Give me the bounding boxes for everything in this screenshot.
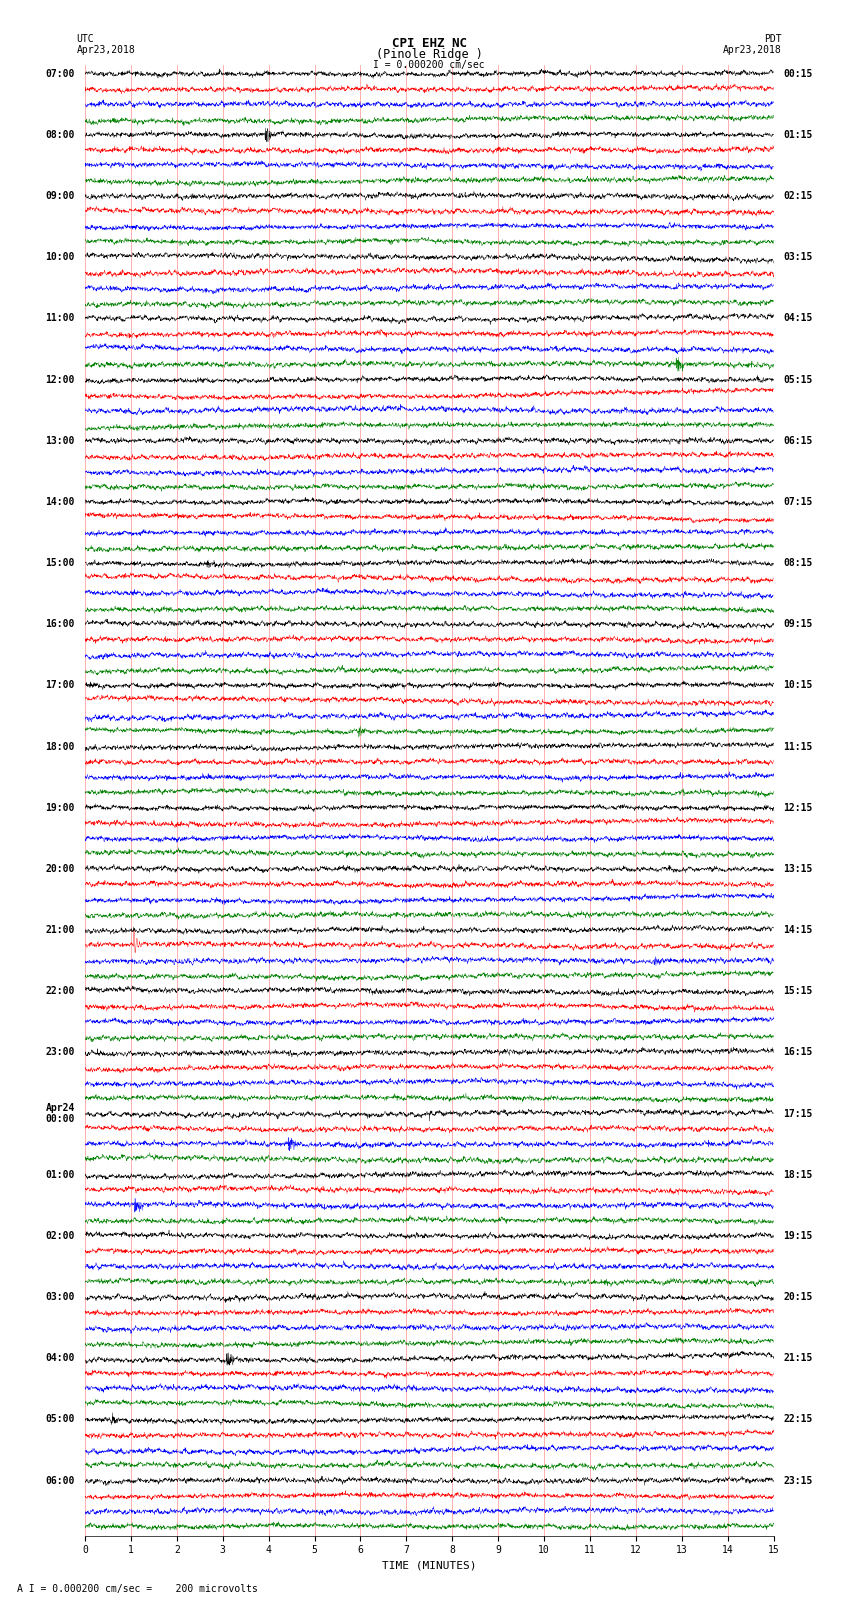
Text: UTC: UTC bbox=[76, 34, 94, 44]
Text: 05:00: 05:00 bbox=[46, 1415, 75, 1424]
Text: 12:15: 12:15 bbox=[784, 803, 813, 813]
Text: 18:00: 18:00 bbox=[46, 742, 75, 752]
Text: 11:15: 11:15 bbox=[784, 742, 813, 752]
Text: 02:15: 02:15 bbox=[784, 190, 813, 202]
Text: 19:00: 19:00 bbox=[46, 803, 75, 813]
Text: Apr24
00:00: Apr24 00:00 bbox=[46, 1103, 75, 1124]
Text: 00:15: 00:15 bbox=[784, 69, 813, 79]
Text: 15:00: 15:00 bbox=[46, 558, 75, 568]
Text: 10:15: 10:15 bbox=[784, 681, 813, 690]
Text: 20:15: 20:15 bbox=[784, 1292, 813, 1302]
Text: 03:15: 03:15 bbox=[784, 252, 813, 263]
Text: 02:00: 02:00 bbox=[46, 1231, 75, 1240]
Text: 07:15: 07:15 bbox=[784, 497, 813, 506]
Text: 16:15: 16:15 bbox=[784, 1047, 813, 1058]
Text: 18:15: 18:15 bbox=[784, 1169, 813, 1179]
Text: A I = 0.000200 cm/sec =    200 microvolts: A I = 0.000200 cm/sec = 200 microvolts bbox=[17, 1584, 258, 1594]
Text: PDT: PDT bbox=[764, 34, 782, 44]
Text: 08:15: 08:15 bbox=[784, 558, 813, 568]
Text: 19:15: 19:15 bbox=[784, 1231, 813, 1240]
Text: 01:15: 01:15 bbox=[784, 131, 813, 140]
Text: 05:15: 05:15 bbox=[784, 374, 813, 384]
Text: 21:15: 21:15 bbox=[784, 1353, 813, 1363]
X-axis label: TIME (MINUTES): TIME (MINUTES) bbox=[382, 1561, 477, 1571]
Text: 04:15: 04:15 bbox=[784, 313, 813, 323]
Text: 21:00: 21:00 bbox=[46, 924, 75, 936]
Text: 17:00: 17:00 bbox=[46, 681, 75, 690]
Text: 15:15: 15:15 bbox=[784, 986, 813, 997]
Text: 06:00: 06:00 bbox=[46, 1476, 75, 1486]
Text: CPI EHZ NC: CPI EHZ NC bbox=[392, 37, 467, 50]
Text: 23:15: 23:15 bbox=[784, 1476, 813, 1486]
Text: 11:00: 11:00 bbox=[46, 313, 75, 323]
Text: 14:00: 14:00 bbox=[46, 497, 75, 506]
Text: 20:00: 20:00 bbox=[46, 865, 75, 874]
Text: 10:00: 10:00 bbox=[46, 252, 75, 263]
Text: 12:00: 12:00 bbox=[46, 374, 75, 384]
Text: 08:00: 08:00 bbox=[46, 131, 75, 140]
Text: 04:00: 04:00 bbox=[46, 1353, 75, 1363]
Text: 23:00: 23:00 bbox=[46, 1047, 75, 1058]
Text: 14:15: 14:15 bbox=[784, 924, 813, 936]
Text: Apr23,2018: Apr23,2018 bbox=[76, 45, 135, 55]
Text: Apr23,2018: Apr23,2018 bbox=[723, 45, 782, 55]
Text: 03:00: 03:00 bbox=[46, 1292, 75, 1302]
Text: 16:00: 16:00 bbox=[46, 619, 75, 629]
Text: (Pinole Ridge ): (Pinole Ridge ) bbox=[376, 48, 483, 61]
Text: 06:15: 06:15 bbox=[784, 436, 813, 445]
Text: 01:00: 01:00 bbox=[46, 1169, 75, 1179]
Text: I = 0.000200 cm/sec: I = 0.000200 cm/sec bbox=[373, 60, 485, 69]
Text: 07:00: 07:00 bbox=[46, 69, 75, 79]
Text: 09:00: 09:00 bbox=[46, 190, 75, 202]
Text: 17:15: 17:15 bbox=[784, 1108, 813, 1118]
Text: 13:15: 13:15 bbox=[784, 865, 813, 874]
Text: 09:15: 09:15 bbox=[784, 619, 813, 629]
Text: 22:15: 22:15 bbox=[784, 1415, 813, 1424]
Text: 22:00: 22:00 bbox=[46, 986, 75, 997]
Text: 13:00: 13:00 bbox=[46, 436, 75, 445]
